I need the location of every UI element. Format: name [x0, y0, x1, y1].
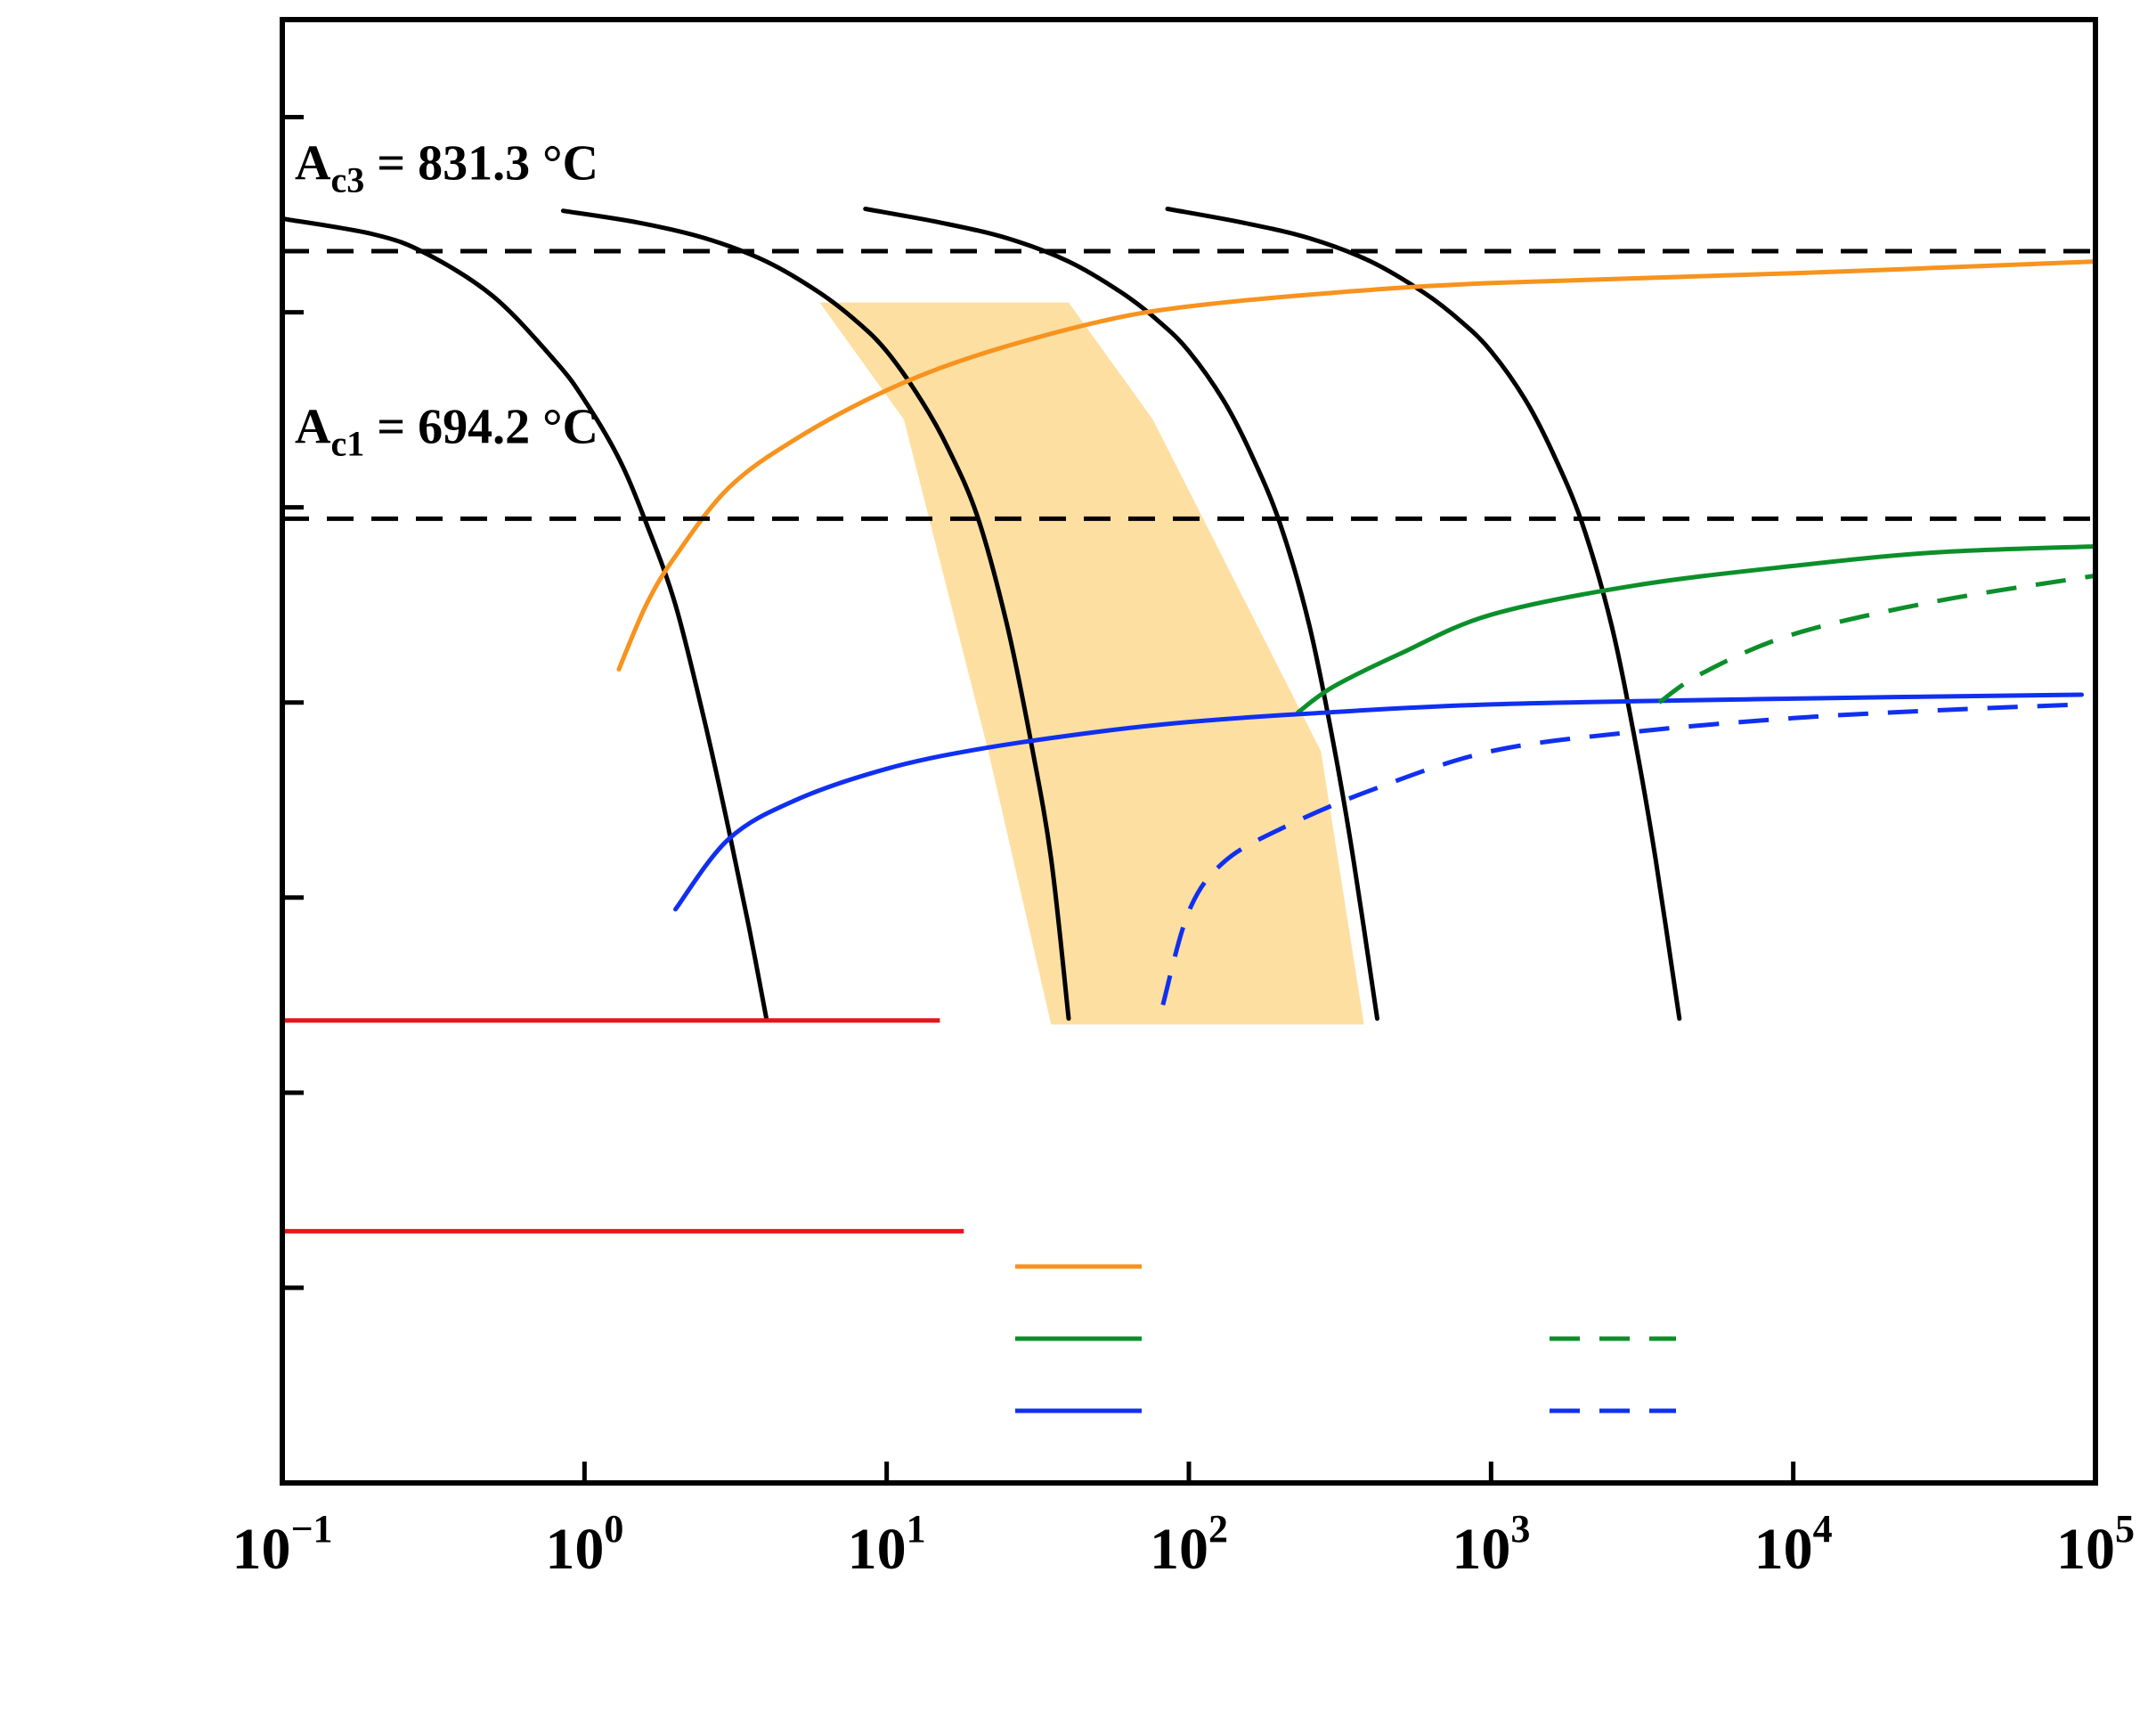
- cooling-curve-0: [282, 216, 769, 1022]
- x-tick-label: 105: [2056, 1507, 2135, 1582]
- x-tick-label: 10−1: [232, 1507, 332, 1582]
- cooling-curve-2: [863, 207, 1379, 1022]
- martensite-lines-layer: [282, 1018, 964, 1234]
- x-tick-label: 104: [1754, 1507, 1833, 1582]
- x-tick-label: 101: [848, 1507, 926, 1582]
- x-tick-label: 102: [1150, 1507, 1228, 1582]
- legend: [1015, 1264, 1676, 1413]
- x-tick-label: 103: [1452, 1507, 1530, 1582]
- series-line-3: [1657, 573, 2095, 705]
- cooling-curve-3: [1165, 207, 1682, 1022]
- series-line-2: [673, 692, 2084, 912]
- critical-lines-layer: Ac3 = 831.3 °C Ac1 = 694.2 °C: [282, 136, 2095, 521]
- x-tick-label: 100: [545, 1507, 623, 1582]
- critical-label-c1: Ac1 = 694.2 °C: [295, 399, 598, 463]
- axes-layer: 10−1 100 101 102 103 104 105: [232, 17, 2135, 1582]
- bainite-band-layer: [819, 302, 1364, 1025]
- series-line-4: [1160, 702, 2082, 1006]
- series-line-1: [1296, 544, 2095, 715]
- bainite-band: [819, 302, 1364, 1025]
- critical-label-c3: Ac3 = 831.3 °C: [295, 136, 598, 200]
- cooling-curves-layer: [282, 207, 1682, 1022]
- cooling-curve-1: [560, 208, 1071, 1022]
